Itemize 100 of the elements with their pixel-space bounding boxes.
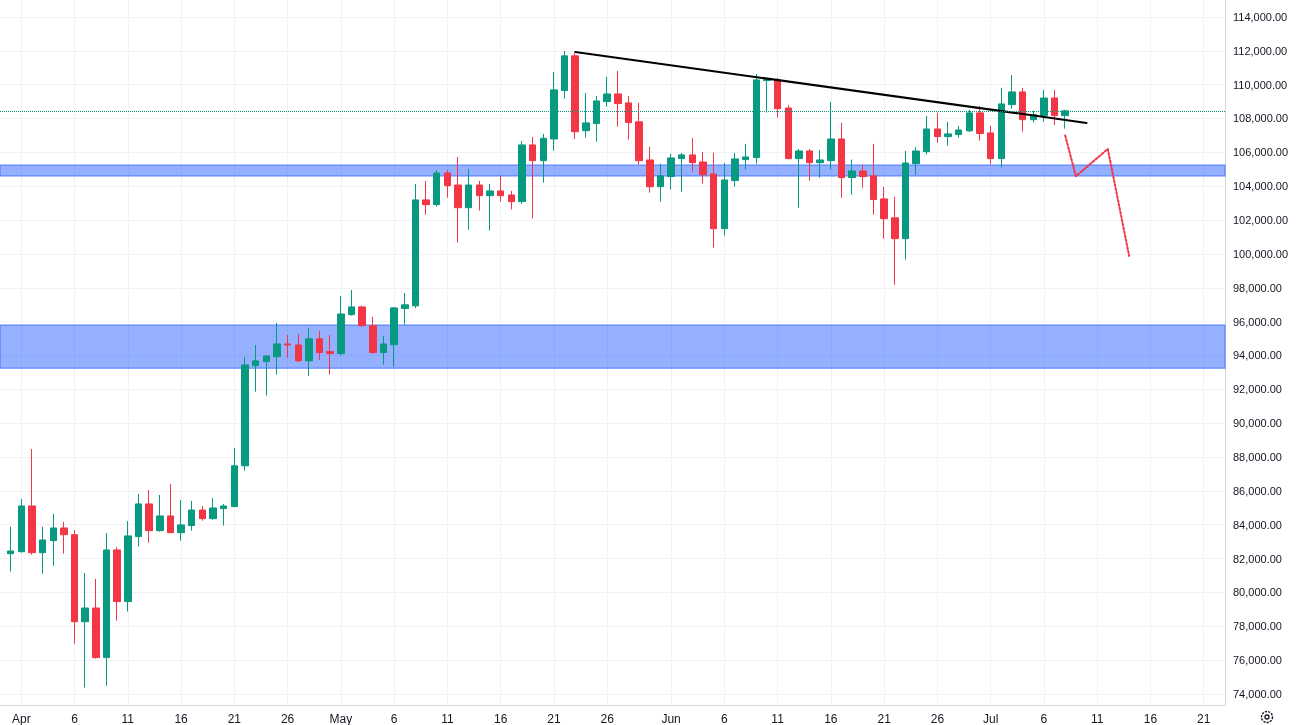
y-tick-label: 88,000.00 xyxy=(1233,451,1282,464)
candlestick xyxy=(263,354,270,397)
candlestick xyxy=(305,327,313,377)
candlestick xyxy=(721,162,728,237)
candlestick xyxy=(454,156,462,244)
candlestick xyxy=(390,306,398,368)
candlestick xyxy=(880,186,888,240)
candlestick xyxy=(231,447,238,508)
candlestick xyxy=(135,493,142,548)
candlestick xyxy=(188,500,195,532)
candlestick xyxy=(380,335,387,366)
candlestick xyxy=(177,499,185,542)
candlestick xyxy=(156,494,164,533)
x-tick-label: 26 xyxy=(280,712,295,725)
candlestick xyxy=(1019,87,1026,133)
candlestick xyxy=(816,149,824,179)
candlestick xyxy=(316,330,323,361)
candlestick xyxy=(742,143,749,171)
candlestick xyxy=(795,148,803,209)
y-tick-label: 80,000.00 xyxy=(1233,586,1282,599)
x-tick-label: 6 xyxy=(721,712,728,725)
candlestick xyxy=(561,50,568,100)
candlestick xyxy=(209,497,217,521)
candlestick xyxy=(902,150,909,261)
y-tick-label: 90,000.00 xyxy=(1233,417,1282,430)
x-tick-label: 11 xyxy=(1090,712,1104,725)
candlestick xyxy=(497,175,504,203)
candlestick xyxy=(540,133,547,184)
candlestick xyxy=(28,448,36,556)
candlestick xyxy=(912,146,920,176)
candlestick xyxy=(39,526,46,575)
x-tick-label: Jun xyxy=(661,712,681,725)
x-tick-label: 26 xyxy=(600,712,615,725)
y-tick-label: 82,000.00 xyxy=(1233,552,1282,565)
x-tick-label: 16 xyxy=(1143,712,1158,725)
x-tick-label: Jul xyxy=(982,712,999,725)
candlestick xyxy=(486,183,494,232)
candlestick xyxy=(891,196,899,286)
x-tick-label: 21 xyxy=(1197,712,1211,725)
candlestick xyxy=(603,76,611,108)
candlestick xyxy=(614,70,622,128)
candlestick xyxy=(508,190,515,211)
y-tick-label: 94,000.00 xyxy=(1233,349,1282,362)
candlestick xyxy=(635,102,643,166)
candlestick xyxy=(529,136,536,220)
candlestick xyxy=(284,334,291,359)
candlestick xyxy=(444,169,451,199)
candlestick xyxy=(731,152,739,188)
x-tick-label: Apr xyxy=(11,712,31,725)
x-tick-label: 6 xyxy=(1040,712,1048,725)
x-tick-label: 16 xyxy=(174,712,189,725)
y-tick-label: 106,000.00 xyxy=(1233,146,1289,159)
candlestick xyxy=(145,489,153,544)
candlestick xyxy=(50,513,57,567)
y-tick-label: 86,000.00 xyxy=(1233,484,1282,497)
x-tick-label: 16 xyxy=(824,712,838,725)
candlestick xyxy=(870,143,877,216)
candlestick xyxy=(774,77,781,119)
candlestick xyxy=(199,505,206,522)
candlestick xyxy=(699,151,707,185)
candlestick xyxy=(923,115,930,156)
candlestick xyxy=(252,344,259,393)
x-tick-label: 6 xyxy=(390,712,398,725)
candlestick xyxy=(7,526,14,573)
x-tick-label: 11 xyxy=(771,712,785,725)
candlestick xyxy=(1008,74,1016,110)
x-tick-label: May xyxy=(329,712,353,725)
candlestick xyxy=(944,121,952,147)
candlestick xyxy=(167,483,174,534)
y-tick-label: 96,000.00 xyxy=(1233,315,1282,328)
candlestick xyxy=(806,148,813,182)
y-tick-label: 108,000.00 xyxy=(1233,112,1289,125)
candlestick xyxy=(81,572,89,689)
y-tick-label: 114,000.00 xyxy=(1233,10,1288,23)
candlestick xyxy=(657,163,664,203)
y-tick-label: 98,000.00 xyxy=(1233,281,1282,294)
candlestick xyxy=(401,292,409,326)
x-tick-label: 11 xyxy=(441,712,454,725)
candlestick xyxy=(433,169,440,208)
candlestick xyxy=(955,125,962,139)
candlestick xyxy=(710,152,717,249)
candlestick xyxy=(113,546,121,622)
x-tick-label: 21 xyxy=(227,712,242,725)
y-tick-label: 112,000.00 xyxy=(1233,44,1288,57)
y-tick-label: 104,000.00 xyxy=(1233,180,1289,193)
candlestick xyxy=(326,334,334,376)
candlestick xyxy=(92,578,100,660)
candlestick xyxy=(646,146,654,194)
candlestick xyxy=(689,137,696,173)
y-tick-label: 92,000.00 xyxy=(1233,383,1282,396)
y-tick-label: 102,000.00 xyxy=(1233,214,1289,227)
candlestick xyxy=(71,529,78,645)
candlestick xyxy=(465,168,472,231)
x-tick-label: 11 xyxy=(121,712,135,725)
line-series xyxy=(1064,134,1131,257)
candlestick xyxy=(518,140,526,205)
candlestick xyxy=(934,112,941,144)
y-tick-label: 74,000.00 xyxy=(1233,688,1282,700)
candlestick xyxy=(220,503,227,527)
candlestick xyxy=(60,521,68,555)
